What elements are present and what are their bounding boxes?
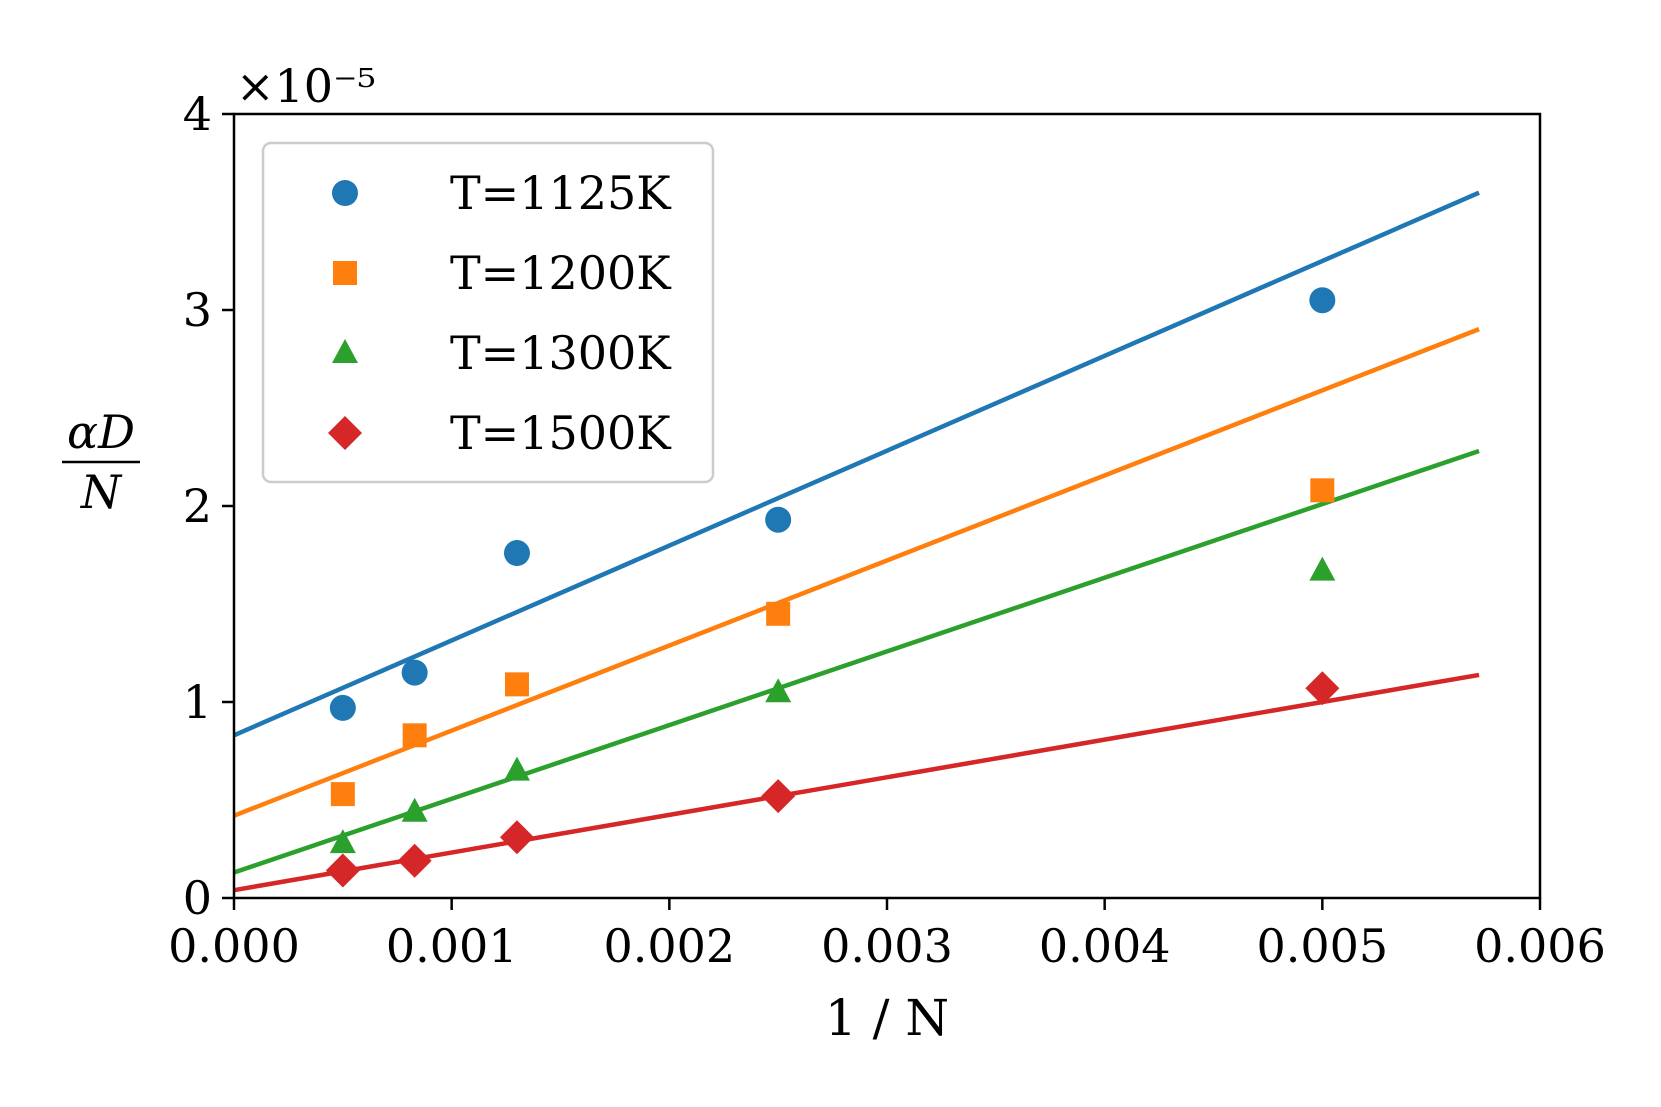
x-tick-label: 0.005 bbox=[1256, 919, 1388, 973]
data-point bbox=[1309, 556, 1336, 581]
y-axis-label-numerator: αD bbox=[67, 405, 135, 459]
data-point bbox=[402, 723, 427, 748]
x-tick-label: 0.002 bbox=[603, 919, 735, 973]
y-axis-label-denominator: N bbox=[80, 465, 123, 519]
y-axis-label: αD N bbox=[62, 405, 140, 519]
legend-item: T=1300K bbox=[332, 326, 672, 380]
x-axis-label: 1 / N bbox=[825, 989, 949, 1047]
legend-item: T=1200K bbox=[333, 246, 672, 300]
data-point bbox=[766, 601, 791, 626]
data-point bbox=[401, 659, 428, 686]
data-point bbox=[401, 797, 428, 822]
y-tick-label: 2 bbox=[183, 479, 212, 533]
data-point bbox=[504, 672, 529, 697]
fit-lines bbox=[233, 190, 1480, 893]
legend-label: T=1300K bbox=[450, 326, 672, 380]
legend-item: T=1125K bbox=[332, 166, 672, 220]
data-point bbox=[765, 506, 792, 533]
data-point bbox=[329, 694, 356, 721]
legend-marker bbox=[328, 416, 362, 450]
legend-box bbox=[261, 141, 715, 484]
fit-line-t1300k bbox=[233, 448, 1480, 875]
data-point bbox=[503, 540, 530, 567]
data-point bbox=[1309, 287, 1336, 314]
data-point bbox=[765, 678, 792, 703]
y-tick-label: 1 bbox=[183, 675, 212, 729]
legend-item: T=1500K bbox=[328, 406, 672, 460]
x-tick-label: 0.006 bbox=[1474, 919, 1606, 973]
x-tick-label: 0.004 bbox=[1039, 919, 1171, 973]
data-point bbox=[397, 843, 432, 878]
data-point bbox=[329, 829, 356, 854]
x-axis: 0.000 0.001 0.002 0.003 0.004 0.005 0.006 bbox=[168, 898, 1606, 973]
y-tick-label: 3 bbox=[183, 283, 212, 337]
data-point bbox=[499, 820, 534, 855]
data-point bbox=[503, 756, 530, 781]
data-markers bbox=[325, 287, 1340, 888]
fit-line-t1200k bbox=[233, 327, 1480, 818]
legend-marker bbox=[332, 180, 358, 206]
legend-label: T=1500K bbox=[450, 406, 672, 460]
y-scale-label: ×10⁻⁵ bbox=[236, 59, 376, 113]
y-axis: 0 1 2 3 4 bbox=[183, 87, 234, 925]
data-point bbox=[330, 782, 355, 807]
legend-marker bbox=[333, 261, 357, 285]
y-tick-label: 4 bbox=[183, 87, 212, 141]
fit-line-t1500k bbox=[233, 672, 1480, 893]
data-point bbox=[1305, 671, 1340, 706]
x-tick-label: 0.000 bbox=[168, 919, 300, 973]
x-tick-label: 0.003 bbox=[821, 919, 953, 973]
data-point bbox=[1310, 478, 1335, 503]
fit-line-t1125k bbox=[233, 190, 1480, 738]
legend-label: T=1125K bbox=[450, 166, 672, 220]
y-tick-label: 0 bbox=[183, 871, 212, 925]
legend-marker bbox=[332, 339, 358, 363]
legend: T=1125K T=1200K T=1300K T=1500K bbox=[261, 141, 715, 484]
data-point bbox=[761, 779, 796, 814]
legend-label: T=1200K bbox=[450, 246, 672, 300]
data-point bbox=[325, 853, 360, 888]
x-tick-label: 0.001 bbox=[386, 919, 518, 973]
